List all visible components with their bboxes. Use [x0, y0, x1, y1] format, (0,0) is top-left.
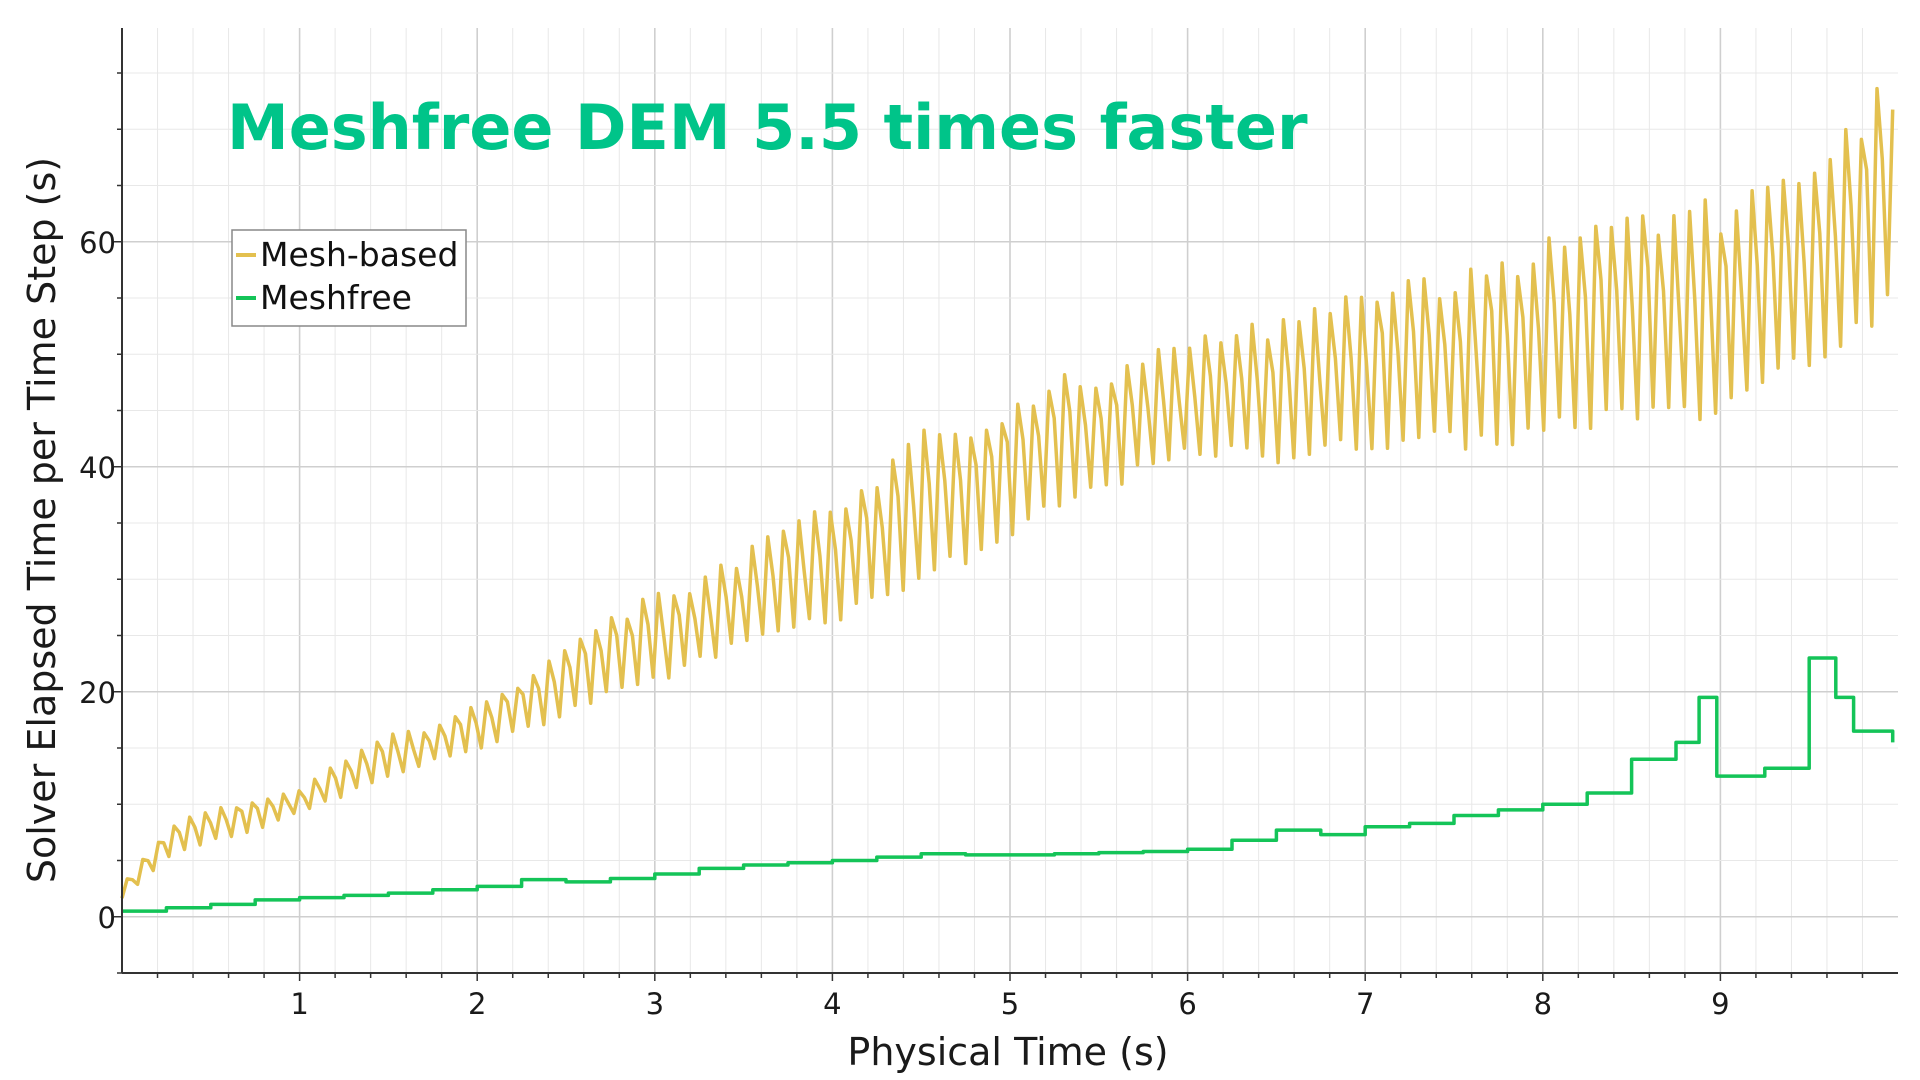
- x-axis-label: Physical Time (s): [847, 1030, 1168, 1074]
- series-layer: [120, 86, 1895, 913]
- y-tick-label: 60: [79, 226, 116, 260]
- x-tick-label: 6: [1178, 987, 1196, 1021]
- axes: 1 2 3 4 5 6 7 8 9 0 20 40 60: [79, 28, 1898, 1021]
- y-axis-label: Solver Elapsed Time per Time Step (s): [20, 157, 64, 883]
- legend-label-mesh-based: Mesh-based: [260, 235, 458, 274]
- legend: Mesh-based Meshfree: [231, 229, 467, 327]
- legend-label-meshfree: Meshfree: [260, 278, 412, 317]
- series-line-mesh-based: [120, 86, 1895, 899]
- y-tick-label: 40: [79, 451, 116, 485]
- x-tick-label: 7: [1356, 987, 1374, 1021]
- legend-box: [231, 229, 467, 327]
- series-line-meshfree: [122, 656, 1895, 913]
- x-tick-label: 3: [646, 987, 664, 1021]
- x-tick-label: 1: [290, 987, 308, 1021]
- x-tick-label: 5: [1001, 987, 1019, 1021]
- y-tick-label: 20: [79, 676, 116, 710]
- chart-title: Meshfree DEM 5.5 times faster: [227, 91, 1308, 164]
- x-tick-label: 9: [1711, 987, 1729, 1021]
- x-tick-label: 2: [468, 987, 486, 1021]
- x-tick-label: 8: [1534, 987, 1552, 1021]
- x-tick-label: 4: [823, 987, 841, 1021]
- y-tick-label: 0: [98, 901, 116, 935]
